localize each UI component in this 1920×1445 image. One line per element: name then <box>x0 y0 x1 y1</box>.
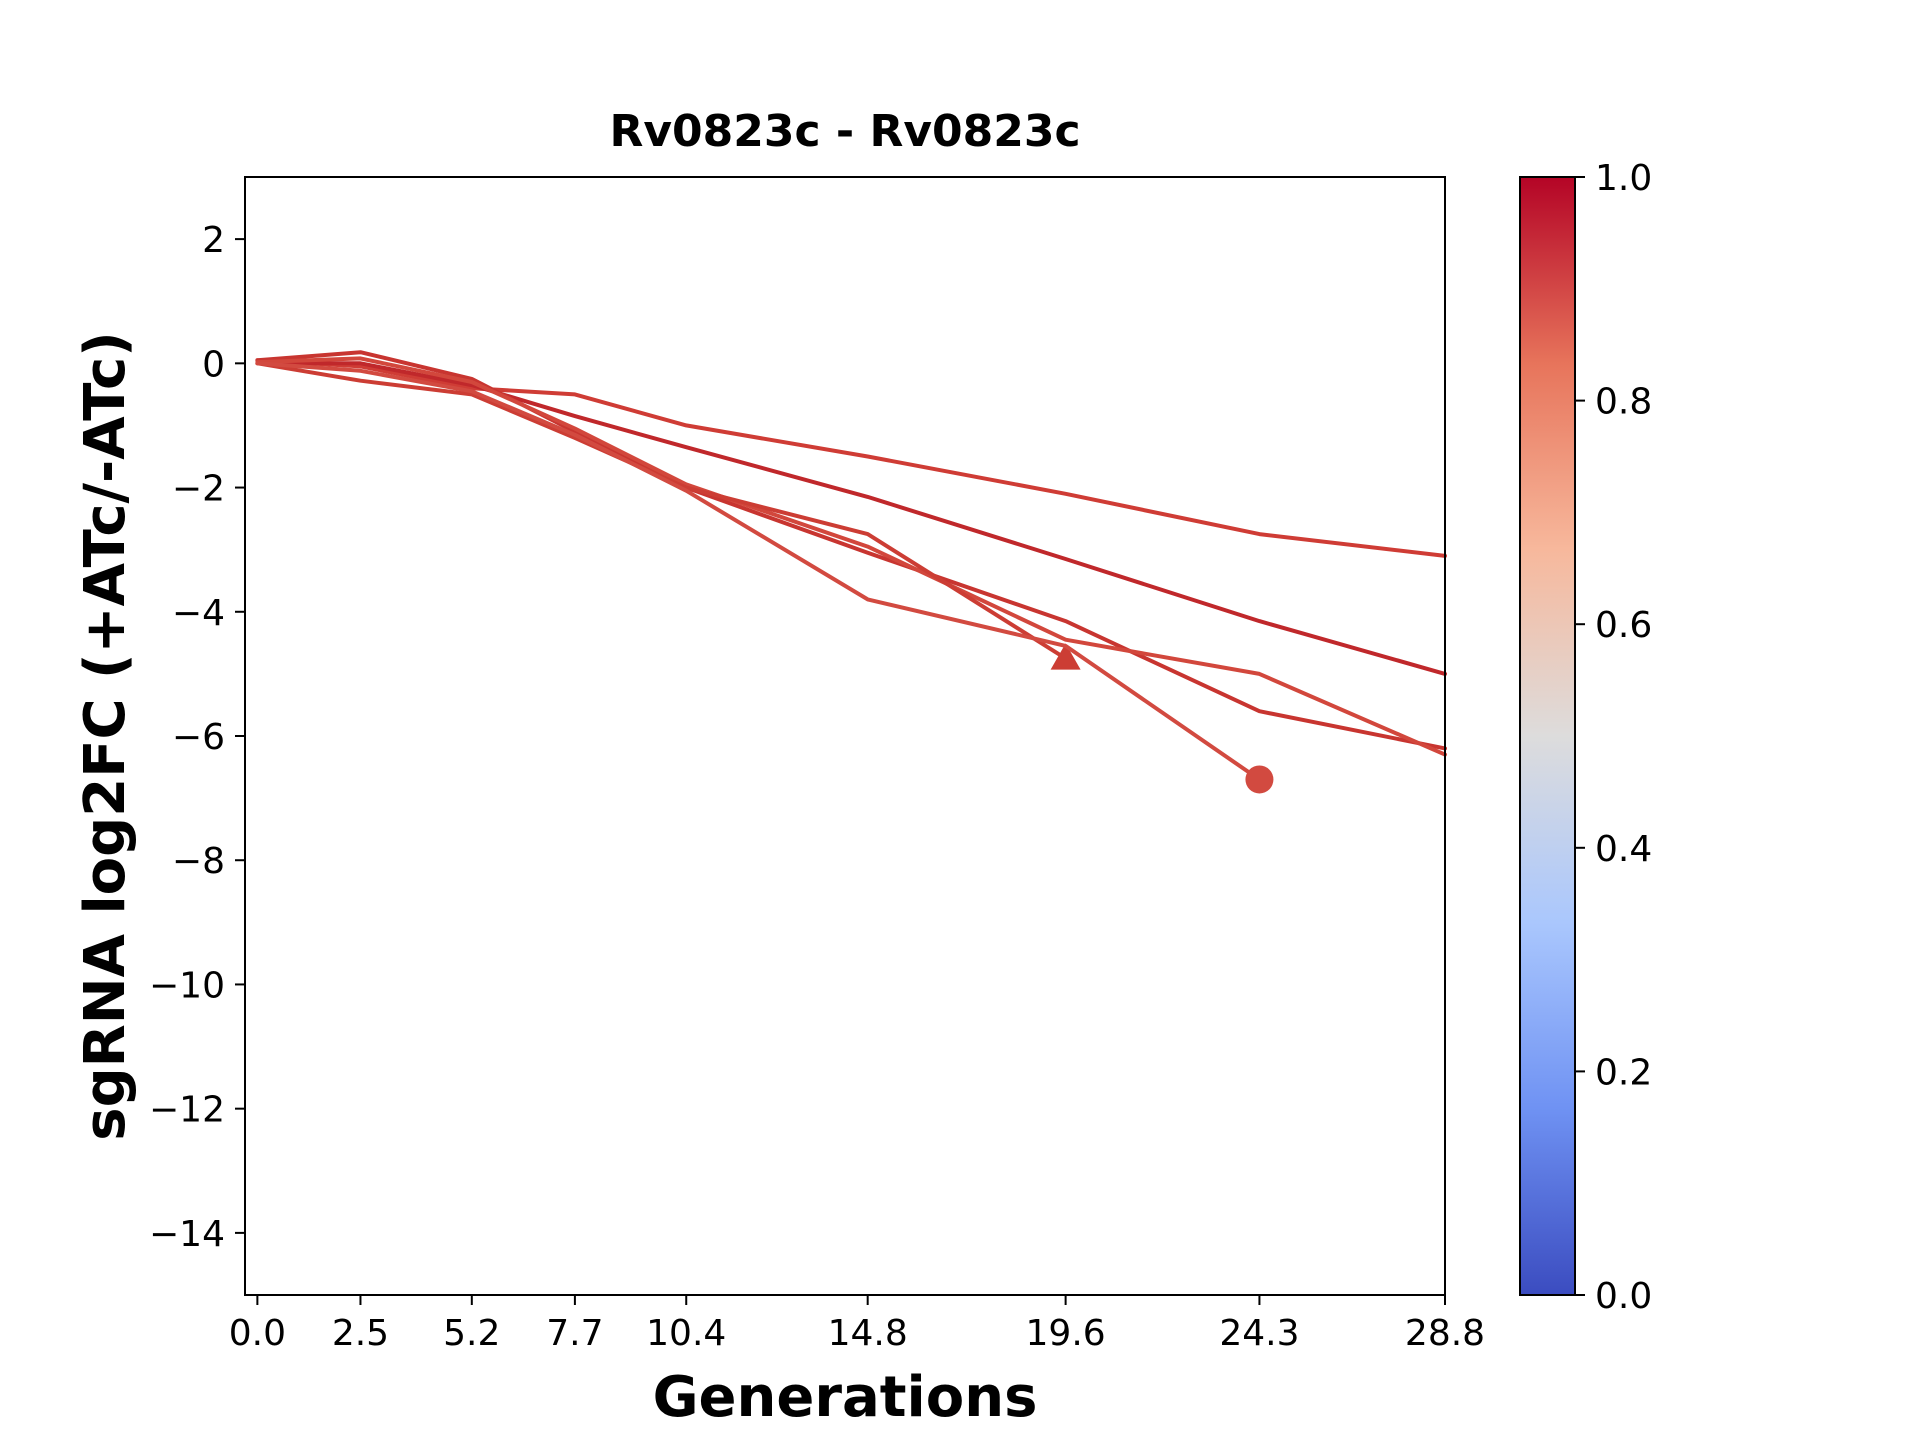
y-tick-label: −10 <box>149 965 225 1006</box>
x-axis: 0.0 2.5 5.2 7.7 10.4 14.8 19.6 24.3 28.8 <box>229 1295 1485 1354</box>
y-axis-title: sgRNA log2FC (+ATc/-ATc) <box>73 331 138 1141</box>
y-tick-label: −8 <box>172 841 225 882</box>
plot-frame <box>244 176 1446 1296</box>
series-line-5 <box>255 361 1068 661</box>
series-end-marker-triangle <box>1050 643 1081 670</box>
x-tick-label: 19.6 <box>1026 1313 1106 1354</box>
x-tick-label: 2.5 <box>332 1313 389 1354</box>
y-tick-label: −14 <box>149 1214 225 1255</box>
x-tick-label: 7.7 <box>546 1313 603 1354</box>
y-tick-label: −12 <box>149 1090 225 1131</box>
colorbar <box>1519 176 1576 1296</box>
y-tick-label: 0 <box>202 344 225 385</box>
series-line-1 <box>255 358 1447 558</box>
x-tick-label: 0.0 <box>229 1313 286 1354</box>
series-end-marker-circle <box>1245 765 1274 794</box>
x-tick-label: 28.8 <box>1405 1313 1485 1354</box>
colorbar-axis: 0.0 0.2 0.4 0.6 0.8 1.0 <box>1575 158 1652 1317</box>
y-tick-label: −6 <box>172 717 225 758</box>
x-axis-title: Generations <box>653 1365 1038 1430</box>
y-tick-label: −4 <box>172 593 225 634</box>
series-line-4 <box>255 356 1447 757</box>
x-tick-label: 24.3 <box>1219 1313 1299 1354</box>
colorbar-tick-label: 0.6 <box>1595 605 1652 646</box>
x-tick-label: 10.4 <box>646 1313 726 1354</box>
colorbar-tick-label: 0.8 <box>1595 382 1652 423</box>
series-line-2 <box>255 361 1447 676</box>
y-tick-label: −2 <box>172 469 225 510</box>
y-tick-label: 2 <box>202 220 225 261</box>
y-axis: 2 0 −2 −4 −6 −8 −10 −12 −14 <box>149 220 245 1255</box>
colorbar-tick-label: 1.0 <box>1595 158 1652 199</box>
colorbar-tick-label: 0.0 <box>1595 1276 1652 1317</box>
x-tick-label: 14.8 <box>828 1313 908 1354</box>
x-tick-label: 5.2 <box>443 1313 500 1354</box>
chart-title: Rv0823c - Rv0823c <box>609 106 1080 157</box>
colorbar-tick-label: 0.2 <box>1595 1052 1652 1093</box>
series-line-6 <box>255 361 1262 782</box>
series-line-3 <box>255 350 1447 751</box>
plot-marks <box>255 350 1447 794</box>
colorbar-tick-label: 0.4 <box>1595 829 1652 870</box>
